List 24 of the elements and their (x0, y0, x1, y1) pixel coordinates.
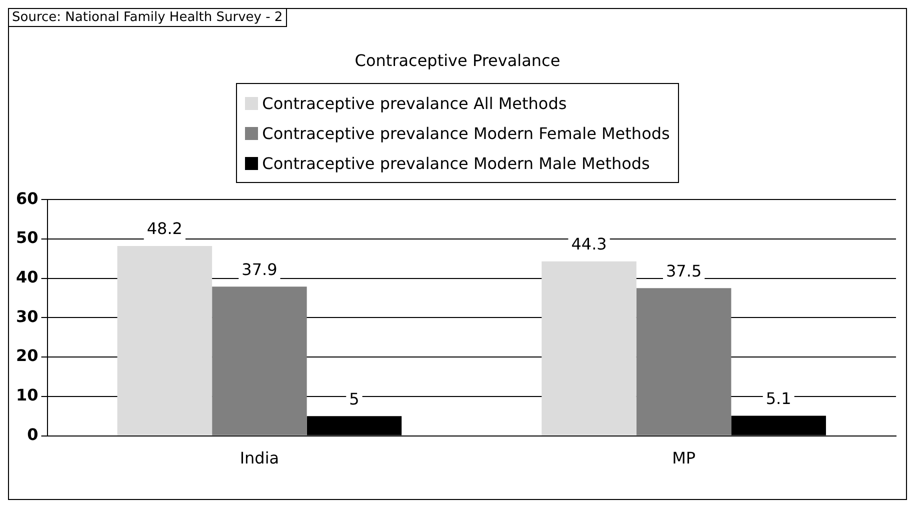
data-label: 5.1 (766, 388, 792, 408)
x-tick-label: India (240, 448, 280, 468)
y-tick-label: 40 (16, 267, 38, 286)
y-tick-label: 60 (16, 188, 38, 208)
bar (542, 261, 636, 436)
data-label: 37.9 (242, 260, 278, 279)
legend-label: Contraceptive prevalance Modern Female Methods (262, 124, 670, 142)
bar (212, 286, 307, 436)
x-tick-label: MP (672, 448, 696, 468)
y-tick-label: 20 (16, 346, 38, 366)
data-label: 48.2 (146, 219, 182, 238)
bar (636, 288, 732, 436)
data-label: 5 (349, 389, 360, 408)
data-label: 44.3 (571, 234, 607, 254)
data-label: 37.5 (666, 261, 702, 280)
legend-label: Contraceptive prevalance All Methods (262, 94, 567, 112)
y-tick-label: 50 (16, 228, 38, 248)
legend-label: Contraceptive prevalance Modern Male Methods (262, 154, 650, 172)
bar (117, 246, 212, 436)
chart-title: Contraceptive Prevalance (354, 51, 562, 72)
y-tick-label: 30 (16, 306, 38, 326)
y-tick-label: 0 (27, 424, 38, 444)
source-note: Source: National Family Health Survey - 2 (9, 9, 287, 27)
y-tick-label: 10 (16, 386, 38, 405)
